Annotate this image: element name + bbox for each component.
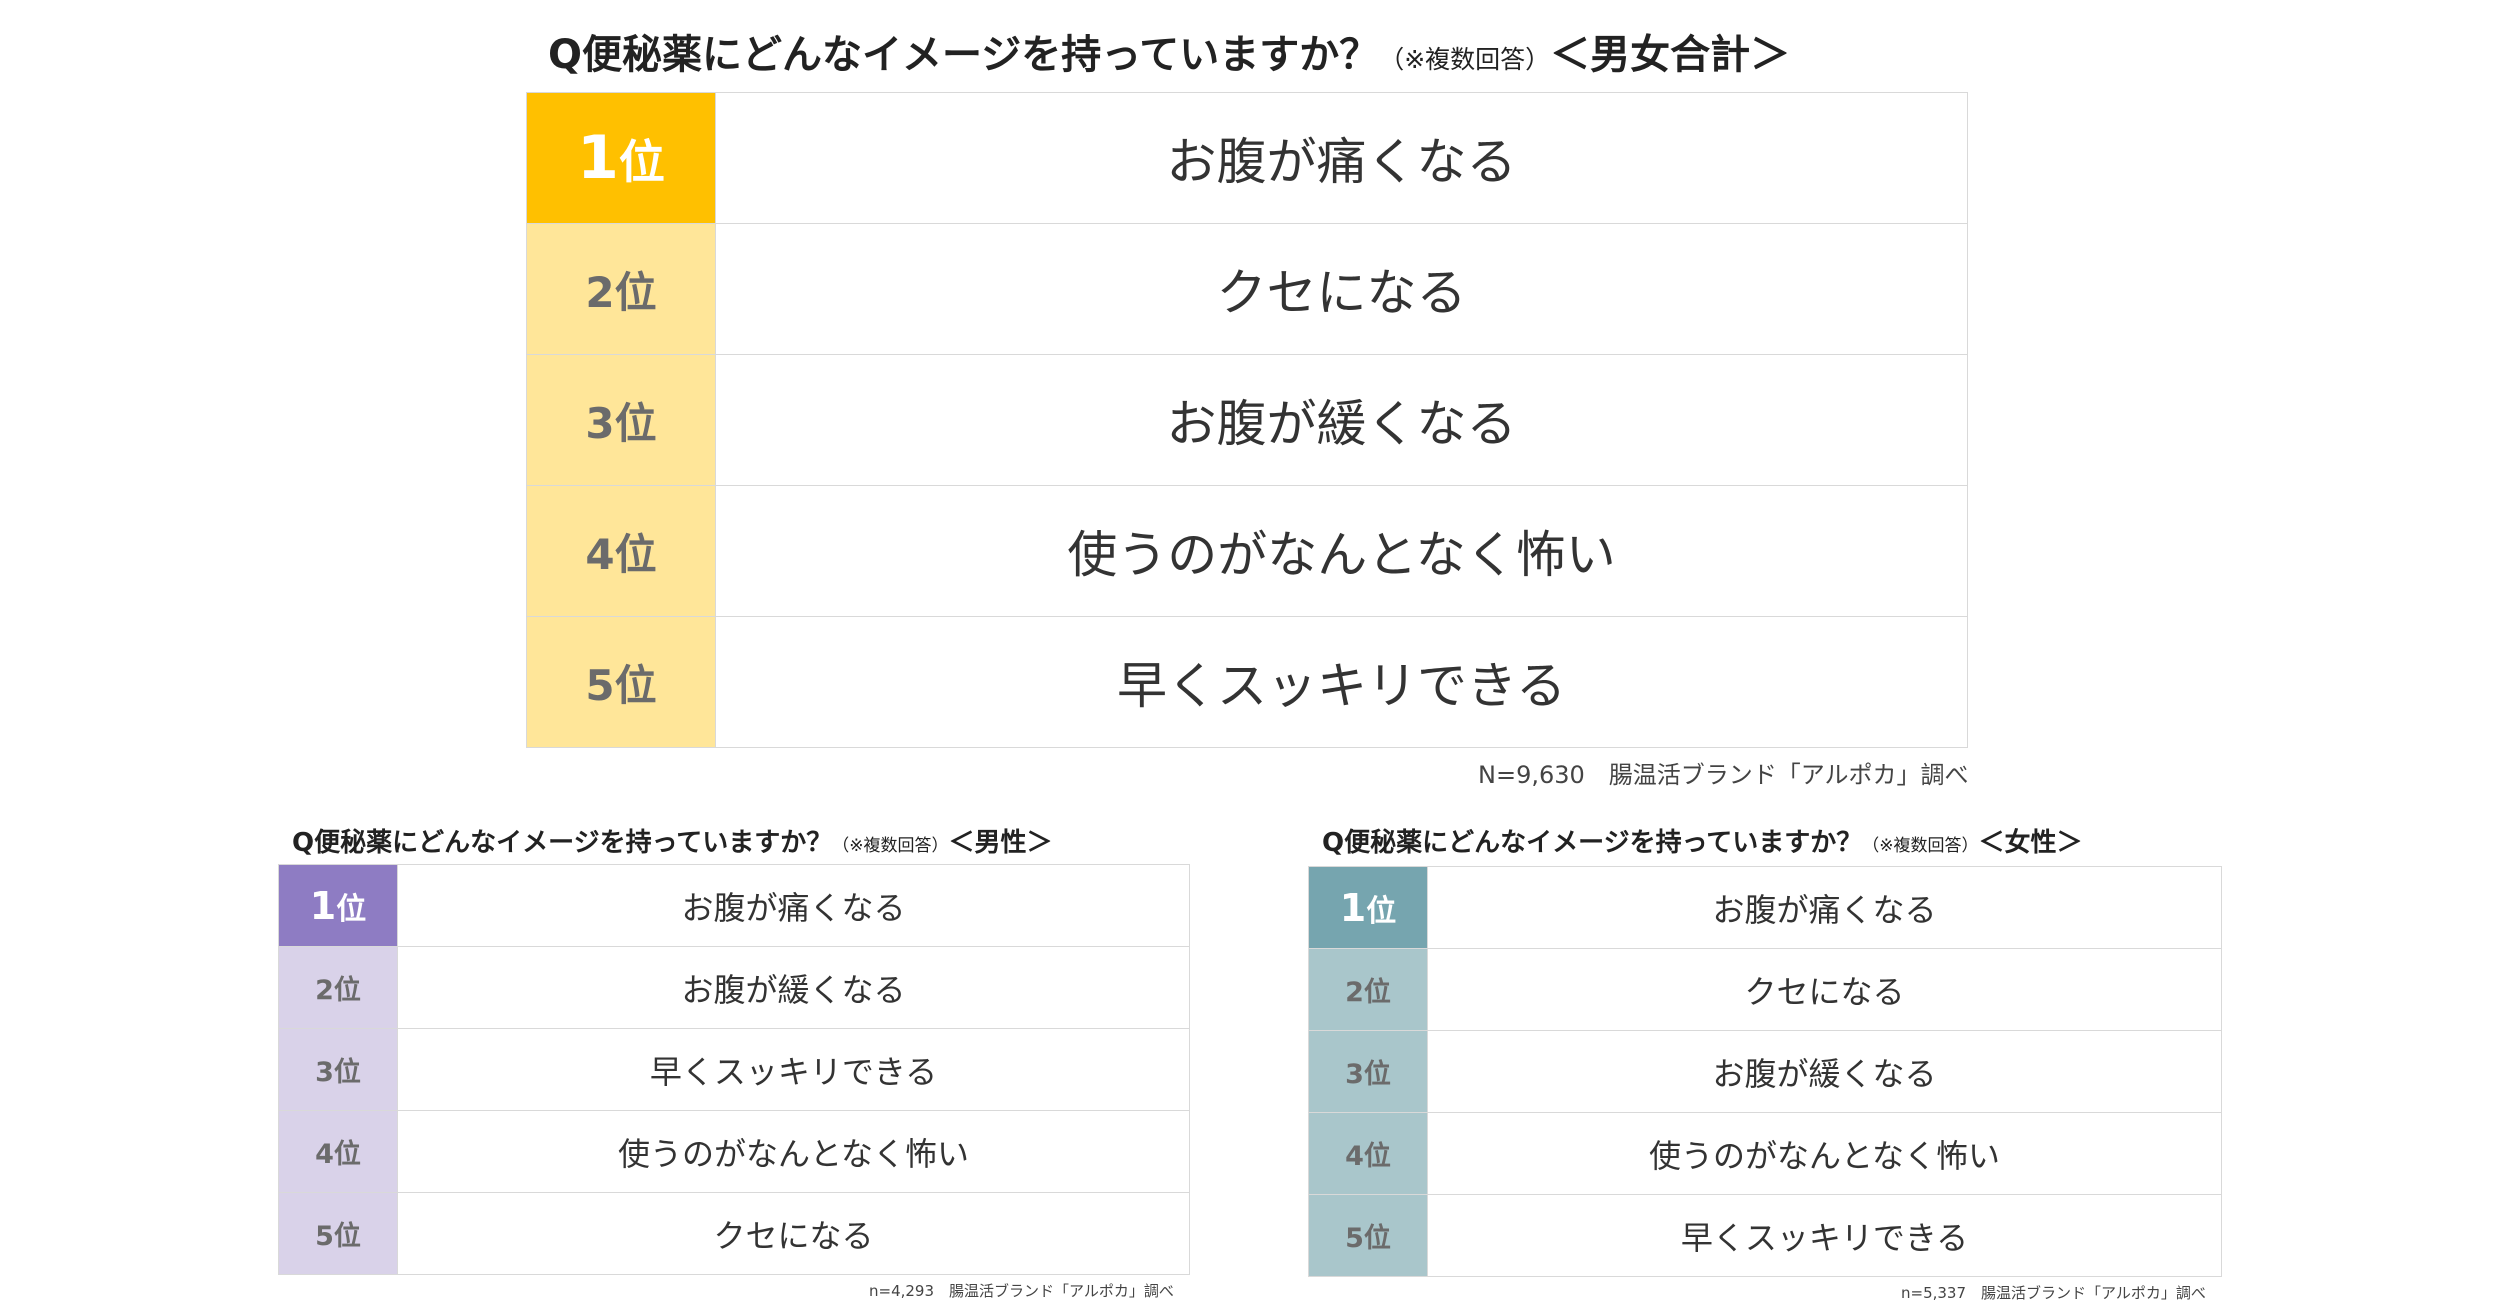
rank-cell: 5位 [1308, 1194, 1428, 1277]
table-row: 5位 クセになる [278, 1192, 1190, 1275]
rank-number: 1 [309, 883, 337, 928]
source-note-male: n=4,293 腸温活ブランド「アルポカ」調べ [869, 1282, 1174, 1300]
title-note: （※複数回答） [832, 836, 949, 856]
rank-cell: 2位 [526, 223, 716, 355]
answer-cell: 早くスッキリできる [1427, 1194, 2222, 1277]
table-row: 2位 クセになる [526, 223, 1968, 355]
rank-unit: 位 [333, 1057, 361, 1088]
rank-unit: 位 [1363, 977, 1391, 1008]
table-row: 1位 お腹が痛くなる [526, 92, 1968, 224]
table-row: 4位 使うのがなんとなく怖い [278, 1110, 1190, 1193]
rank-unit: 位 [614, 660, 657, 710]
answer-cell: クセになる [715, 223, 1968, 355]
rank-unit: 位 [1363, 1141, 1391, 1172]
answer-cell: 使うのがなんとなく怖い [397, 1110, 1190, 1193]
title-group: ＜男性＞ [948, 828, 1053, 858]
rank-cell: 5位 [526, 616, 716, 748]
rank-unit: 位 [614, 529, 657, 579]
table-row: 5位 早くスッキリできる [1308, 1194, 2222, 1277]
table-row: 1位 お腹が痛くなる [278, 864, 1190, 947]
rank-cell: 3位 [1308, 1030, 1428, 1113]
title-note: （※複数回答） [1862, 836, 1979, 856]
rank-number: 4 [1345, 1141, 1364, 1172]
answer-cell: お腹が痛くなる [397, 864, 1190, 947]
rank-number: 5 [315, 1221, 334, 1252]
table-row: 1位 お腹が痛くなる [1308, 866, 2222, 949]
table-row: 2位 クセになる [1308, 948, 2222, 1031]
rank-cell: 1位 [1308, 866, 1428, 949]
rank-cell: 4位 [1308, 1112, 1428, 1195]
answer-cell: 使うのがなんとなく怖い [1427, 1112, 2222, 1195]
rank-number: 1 [1339, 885, 1367, 930]
rank-number: 2 [315, 975, 334, 1006]
table-row: 5位 早くスッキリできる [526, 616, 1968, 748]
table-row: 4位 使うのがなんとなく怖い [526, 485, 1968, 617]
rank-cell: 4位 [526, 485, 716, 617]
rank-cell: 2位 [278, 946, 398, 1029]
table-row: 2位 お腹が緩くなる [278, 946, 1190, 1029]
rank-cell: 1位 [526, 92, 716, 224]
rank-number: 4 [585, 529, 615, 579]
rank-unit: 位 [333, 1139, 361, 1170]
rank-unit: 位 [333, 1221, 361, 1252]
table-row: 4位 使うのがなんとなく怖い [1308, 1112, 2222, 1195]
rank-number: 5 [1345, 1223, 1364, 1254]
rank-number: 3 [1345, 1059, 1364, 1090]
rank-cell: 4位 [278, 1110, 398, 1193]
rank-cell: 2位 [1308, 948, 1428, 1031]
source-note-total: N=9,630 腸温活ブランド「アルポカ」調べ [1478, 761, 1969, 789]
rank-unit: 位 [614, 267, 657, 317]
table-row: 3位 早くスッキリできる [278, 1028, 1190, 1111]
rank-number: 5 [585, 660, 615, 710]
table-row: 3位 お腹が緩くなる [526, 354, 1968, 486]
rank-unit: 位 [614, 398, 657, 448]
answer-cell: お腹が緩くなる [397, 946, 1190, 1029]
title-question: Q便秘薬にどんなイメージを持っていますか？ [292, 828, 833, 858]
ranking-title-total: Q便秘薬にどんなイメージを持っていますか？（※複数回答）＜男女合計＞ [548, 22, 1790, 80]
answer-cell: お腹が緩くなる [715, 354, 1968, 486]
rank-number: 2 [1345, 977, 1364, 1008]
title-question: Q便秘薬にどんなイメージを持っていますか？ [548, 32, 1380, 78]
title-note: （※複数回答） [1379, 45, 1551, 74]
rank-unit: 位 [1363, 1223, 1391, 1254]
rank-number: 1 [577, 123, 619, 193]
answer-cell: 使うのがなんとなく怖い [715, 485, 1968, 617]
rank-cell: 3位 [526, 354, 716, 486]
source-note-female: n=5,337 腸温活ブランド「アルポカ」調べ [1901, 1284, 2206, 1302]
ranking-table-total: 1位 お腹が痛くなる 2位 クセになる 3位 お腹が緩くなる 4位 使うのがなん… [526, 92, 1968, 748]
answer-cell: お腹が痛くなる [715, 92, 1968, 224]
rank-number: 3 [315, 1057, 334, 1088]
rank-cell: 1位 [278, 864, 398, 947]
ranking-title-female: Q便秘薬にどんなイメージを持っていますか？（※複数回答）＜女性＞ [1322, 822, 2083, 859]
answer-cell: 早くスッキリできる [397, 1028, 1190, 1111]
rank-number: 4 [315, 1139, 334, 1170]
title-group: ＜女性＞ [1978, 828, 2083, 858]
ranking-table-male: 1位 お腹が痛くなる 2位 お腹が緩くなる 3位 早くスッキリできる 4位 使う… [278, 864, 1190, 1275]
rank-unit: 位 [1363, 1059, 1391, 1090]
rank-number: 2 [585, 267, 615, 317]
title-group: ＜男女合計＞ [1550, 32, 1791, 78]
rank-unit: 位 [618, 135, 665, 189]
answer-cell: お腹が痛くなる [1427, 866, 2222, 949]
rank-unit: 位 [1366, 893, 1397, 929]
ranking-table-female: 1位 お腹が痛くなる 2位 クセになる 3位 お腹が緩くなる 4位 使うのがなん… [1308, 866, 2222, 1277]
rank-cell: 5位 [278, 1192, 398, 1275]
rank-number: 3 [585, 398, 615, 448]
answer-cell: お腹が緩くなる [1427, 1030, 2222, 1113]
rank-unit: 位 [336, 891, 367, 927]
answer-cell: クセになる [397, 1192, 1190, 1275]
title-question: Q便秘薬にどんなイメージを持っていますか？ [1322, 828, 1863, 858]
rank-unit: 位 [333, 975, 361, 1006]
answer-cell: クセになる [1427, 948, 2222, 1031]
answer-cell: 早くスッキリできる [715, 616, 1968, 748]
table-row: 3位 お腹が緩くなる [1308, 1030, 2222, 1113]
ranking-title-male: Q便秘薬にどんなイメージを持っていますか？（※複数回答）＜男性＞ [292, 822, 1053, 859]
rank-cell: 3位 [278, 1028, 398, 1111]
